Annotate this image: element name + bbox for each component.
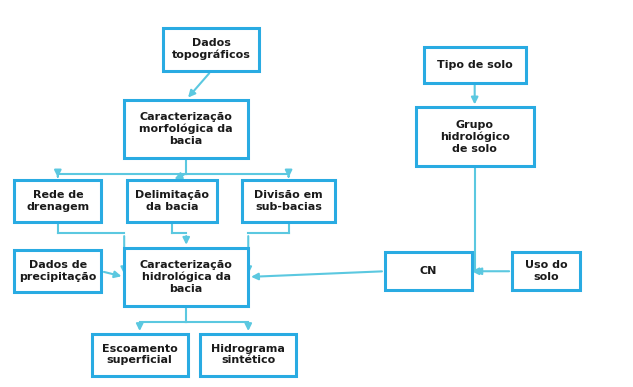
Text: Grupo
hidrológico
de solo: Grupo hidrológico de solo (440, 120, 510, 154)
Text: Delimitação
da bacia: Delimitação da bacia (135, 190, 209, 212)
Text: Uso do
solo: Uso do solo (525, 260, 567, 282)
FancyBboxPatch shape (200, 334, 296, 375)
FancyBboxPatch shape (15, 250, 101, 292)
FancyBboxPatch shape (242, 180, 335, 222)
Text: Caracterização
hidrológica da
bacia: Caracterização hidrológica da bacia (140, 260, 233, 294)
Text: CN: CN (420, 266, 437, 276)
FancyBboxPatch shape (512, 252, 580, 290)
FancyBboxPatch shape (163, 27, 259, 71)
Text: Rede de
drenagem: Rede de drenagem (26, 190, 89, 212)
FancyBboxPatch shape (416, 107, 534, 166)
FancyBboxPatch shape (124, 248, 248, 307)
FancyBboxPatch shape (124, 99, 248, 158)
FancyBboxPatch shape (15, 180, 101, 222)
FancyBboxPatch shape (127, 180, 217, 222)
Text: Escoamento
superficial: Escoamento superficial (102, 344, 178, 365)
FancyBboxPatch shape (92, 334, 188, 375)
Text: Divisão em
sub-bacias: Divisão em sub-bacias (254, 190, 323, 212)
Text: Dados de
precipitação: Dados de precipitação (19, 260, 96, 282)
Text: Caracterização
morfológica da
bacia: Caracterização morfológica da bacia (139, 112, 233, 146)
Text: Hidrograma
sintético: Hidrograma sintético (211, 344, 285, 365)
Text: Tipo de solo: Tipo de solo (437, 60, 513, 70)
Text: Dados
topográficos: Dados topográficos (172, 38, 251, 60)
FancyBboxPatch shape (385, 252, 472, 290)
FancyBboxPatch shape (423, 46, 526, 82)
